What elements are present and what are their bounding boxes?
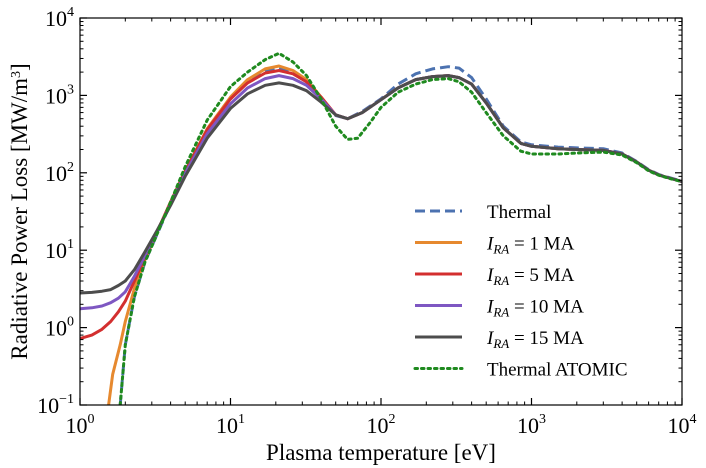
- y-axis-label: Radiative Power Loss [MW/m3]: [7, 63, 32, 359]
- x-tick-label: 103: [517, 412, 546, 438]
- series-line-4: [80, 74, 682, 311]
- x-axis-label: Plasma temperature [eV]: [266, 440, 496, 465]
- y-tick-label: 104: [45, 5, 74, 31]
- legend-label-4: IRA = 10 MA: [486, 297, 584, 320]
- y-axis-label-superscript: 3: [9, 71, 24, 78]
- series-line-1: [118, 65, 682, 405]
- series-line-5: [80, 74, 682, 295]
- x-tick-label: 101: [216, 412, 245, 438]
- series-layer: [80, 51, 682, 405]
- y-tick-label: 102: [45, 160, 74, 186]
- plot-frame: [79, 17, 683, 406]
- y-axis-label-close: ]: [7, 63, 32, 71]
- y-tick-label: 101: [45, 237, 74, 263]
- legend-label-3: IRA = 5 MA: [486, 265, 575, 288]
- legend-label-5: IRA = 15 MA: [486, 328, 584, 351]
- x-tick-label: 104: [668, 412, 697, 438]
- legend-label-1: Thermal: [487, 202, 551, 223]
- series-line-2: [107, 64, 682, 405]
- y-tick-label: 103: [45, 82, 74, 108]
- legend-label-2: IRA = 1 MA: [486, 234, 575, 257]
- y-tick-label: 100: [45, 315, 74, 341]
- x-tick-label: 102: [367, 412, 396, 438]
- x-tick-label: 100: [66, 412, 95, 438]
- series-line-6: [118, 51, 682, 405]
- legend-label-6: Thermal ATOMIC: [487, 360, 628, 381]
- legend: Thermal IRA = 1 MA IRA = 5 MA IRA = 10 MA IR…: [413, 202, 628, 381]
- y-tick-label: 10−1: [37, 392, 74, 418]
- y-axis-label-main: Radiative Power Loss [MW/m: [7, 78, 32, 360]
